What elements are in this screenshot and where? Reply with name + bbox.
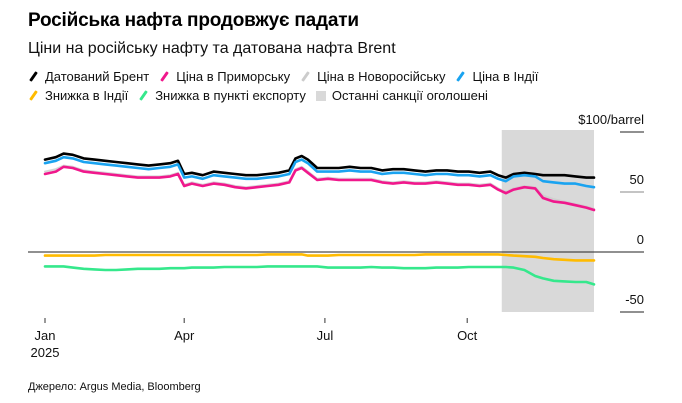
- series-line-brent: [43, 152, 596, 179]
- legend-row-2: Знижка в Індії Знижка в пункті експорту …: [28, 86, 668, 105]
- y-tick-label: -50: [625, 292, 644, 307]
- legend-swatch-novorossiysk: [301, 71, 310, 82]
- sanctions-shaded-region-group: [501, 130, 594, 312]
- legend-item-brent: Датований Брент: [28, 67, 149, 86]
- legend-item-export-discount: Знижка в пункті експорту: [138, 86, 306, 105]
- legend-item-india: Ціна в Індії: [455, 67, 538, 86]
- x-tick-label: Jul: [317, 328, 334, 343]
- chart-title: Російська нафта продовжує падати: [28, 10, 359, 31]
- x-tick-label: Apr: [174, 328, 195, 343]
- y-tick-label: 50: [630, 172, 644, 187]
- legend-label-india-discount: Знижка в Індії: [45, 88, 129, 103]
- legend: Датований Брент Ціна в Приморську Ціна в…: [28, 67, 668, 105]
- source-note: Джерело: Argus Media, Bloomberg: [28, 381, 201, 393]
- legend-item-primorsk: Ціна в Приморську: [159, 67, 290, 86]
- x-tick-label: Jan: [35, 328, 56, 343]
- legend-label-sanctions: Останні санкції оголошені: [331, 88, 488, 103]
- chart-subtitle: Ціни на російську нафту та датована нафт…: [28, 40, 396, 57]
- x-tick-label: Oct: [457, 328, 478, 343]
- legend-swatch-brent: [29, 71, 38, 82]
- y-tick-label: 0: [637, 232, 644, 247]
- line-chart: $100/barrel 50 0 -50 Jan 2025 Apr Jul Oct: [28, 112, 644, 360]
- legend-label-brent: Датований Брент: [45, 69, 150, 84]
- legend-item-india-discount: Знижка в Індії: [28, 86, 128, 105]
- legend-row-1: Датований Брент Ціна в Приморську Ціна в…: [28, 67, 668, 86]
- sanctions-shaded-region: [501, 130, 594, 312]
- series-line-primorsk: [43, 165, 596, 212]
- legend-swatch-primorsk: [160, 71, 170, 82]
- y-tick-label: $100/barrel: [578, 112, 644, 127]
- legend-label-india: Ціна в Індії: [472, 69, 539, 84]
- series-line-india: [43, 155, 596, 189]
- x-tick-sublabel: 2025: [31, 345, 60, 360]
- legend-swatch-india: [456, 71, 466, 82]
- legend-item-novorossiysk: Ціна в Новоросійську: [300, 67, 445, 86]
- legend-label-primorsk: Ціна в Приморську: [176, 69, 291, 84]
- legend-swatch-sanctions: [315, 90, 326, 101]
- legend-label-novorossiysk: Ціна в Новоросійську: [317, 69, 446, 84]
- legend-item-sanctions: Останні санкції оголошені: [315, 86, 488, 105]
- series-line-export-discount: [43, 265, 596, 286]
- legend-label-export-discount: Знижка в пункті експорту: [155, 88, 306, 103]
- series-line-india-discount: [43, 253, 596, 262]
- y-axis-group: $100/barrel 50 0 -50: [28, 112, 644, 313]
- series-lines-group: [43, 152, 596, 286]
- x-axis-group: Jan 2025 Apr Jul Oct: [31, 318, 478, 360]
